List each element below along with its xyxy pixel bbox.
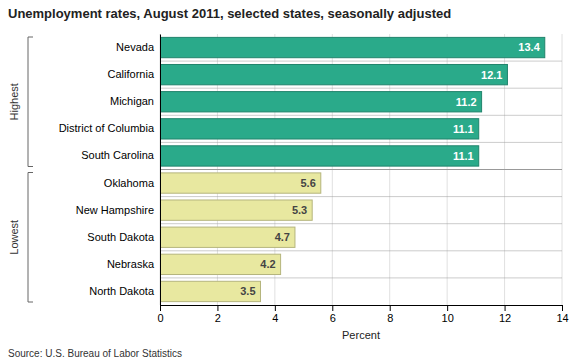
row-separator <box>160 196 562 197</box>
y-tick-label: California <box>108 68 155 80</box>
y-tick-label: South Dakota <box>87 231 155 243</box>
x-tick-label: 8 <box>387 312 393 324</box>
y-tick: Nebraska <box>107 258 160 270</box>
plot: 3.5 4.2 4.7 5.3 5.6 11.1 11.1 11.2 12.1 13.4 0 2 4 6 8… <box>8 34 569 324</box>
grid-line <box>160 34 161 305</box>
x-tick: 8 <box>387 305 393 324</box>
y-axis-line <box>160 35 161 306</box>
bar <box>160 200 312 220</box>
bar <box>160 37 545 57</box>
bar <box>160 281 261 301</box>
x-tick: 12 <box>499 305 511 324</box>
y-tick: Nevada <box>116 41 160 53</box>
group-brackets: Highest Lowest <box>8 37 33 302</box>
row-separator <box>160 223 562 224</box>
x-tick: 10 <box>442 305 454 324</box>
x-tick-mark <box>332 305 333 311</box>
bar <box>160 119 479 139</box>
data-labels: 3.5 4.2 4.7 5.3 5.6 11.1 11.1 11.2 12.1 13.4 <box>240 41 540 297</box>
data-label: 5.3 <box>292 204 307 216</box>
x-tick-mark <box>562 305 563 311</box>
y-tick: California <box>108 68 160 80</box>
y-tick-label: South Carolina <box>81 149 155 161</box>
y-tick: South Dakota <box>87 231 160 243</box>
row-separator <box>160 61 562 62</box>
y-tick: New Hampshire <box>76 204 160 216</box>
y-tick: District of Columbia <box>59 122 160 134</box>
data-label: 4.2 <box>260 258 275 270</box>
x-tick: 0 <box>157 305 163 324</box>
row-separator <box>160 250 562 251</box>
x-tick: 2 <box>215 305 221 324</box>
row-separator <box>160 277 562 278</box>
x-axis-line <box>161 306 563 312</box>
group-bracket <box>28 37 33 167</box>
group-label: Highest <box>8 83 20 120</box>
bar <box>160 64 507 84</box>
y-tick-label: North Dakota <box>89 285 155 297</box>
row-separator <box>160 88 562 89</box>
row-separator <box>160 115 562 116</box>
bar <box>160 173 321 193</box>
x-tick-label: 2 <box>215 312 221 324</box>
data-label: 12.1 <box>481 69 502 81</box>
source: Source: U.S. Bureau of Labor Statistics <box>8 348 182 359</box>
x-tick-mark <box>447 305 448 311</box>
x-tick-mark <box>390 305 391 311</box>
x-tick: 14 <box>556 305 568 324</box>
title: Unemployment rates, August 2011, selecte… <box>8 6 451 21</box>
x-tick-label: 12 <box>499 312 511 324</box>
y-tick-label: Oklahoma <box>104 177 155 189</box>
data-label: 5.6 <box>301 177 316 189</box>
group-bracket <box>28 173 33 303</box>
y-tick-label: Michigan <box>110 95 154 107</box>
group-separator <box>160 169 562 170</box>
x-tick-mark <box>275 305 276 311</box>
x-tick-mark <box>217 305 218 311</box>
x-tick-mark <box>160 305 161 311</box>
x-tick-label: 6 <box>330 312 336 324</box>
bar <box>160 254 281 274</box>
bar <box>160 92 482 112</box>
data-label: 11.2 <box>456 96 477 108</box>
bar <box>160 146 479 166</box>
chart: Unemployment rates, August 2011, selecte… <box>0 0 580 363</box>
data-label: 13.4 <box>518 41 540 53</box>
separators <box>160 61 562 278</box>
data-label: 11.1 <box>453 123 474 135</box>
grid <box>160 34 562 305</box>
data-label: 3.5 <box>240 285 255 297</box>
x-axis: 0 2 4 6 8 10 12 14 <box>157 305 568 324</box>
y-tick: Michigan <box>110 95 160 107</box>
data-label: 11.1 <box>453 150 474 162</box>
y-tick-label: District of Columbia <box>59 122 155 134</box>
x-tick-label: 14 <box>556 312 568 324</box>
x-axis-label: Percent <box>342 329 380 341</box>
y-axis: Nevada California Michigan District of Colu… <box>59 35 161 306</box>
x-tick-mark <box>505 305 506 311</box>
row-separator <box>160 142 562 143</box>
y-tick: Oklahoma <box>104 177 160 189</box>
y-tick-label: Nevada <box>116 41 155 53</box>
bar <box>160 227 295 247</box>
x-tick-label: 0 <box>157 312 163 324</box>
y-tick: North Dakota <box>89 285 160 297</box>
y-tick-label: Nebraska <box>107 258 155 270</box>
data-label: 4.7 <box>275 231 290 243</box>
x-tick: 4 <box>272 305 278 324</box>
y-tick: South Carolina <box>81 149 160 161</box>
x-tick-label: 10 <box>442 312 454 324</box>
y-tick-label: New Hampshire <box>76 204 154 216</box>
x-tick: 6 <box>330 305 336 324</box>
group-label: Lowest <box>8 220 20 255</box>
x-tick-label: 4 <box>272 312 278 324</box>
